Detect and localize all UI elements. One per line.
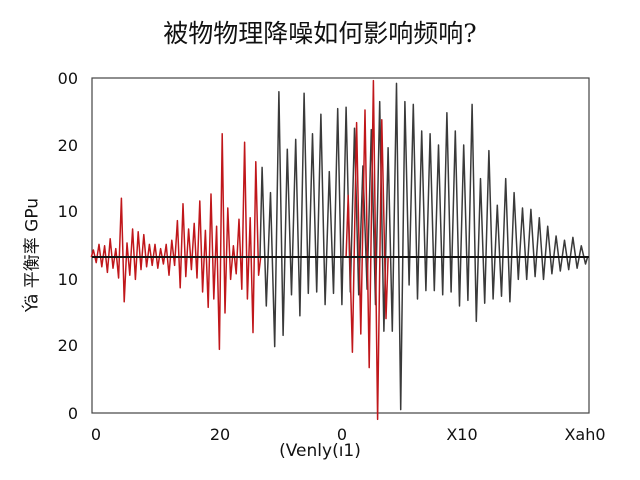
series-line-3: [345, 79, 389, 421]
y-tick-label: 20: [58, 136, 78, 155]
chart-title: 被物物理降噪如何影响频响?: [163, 19, 477, 48]
y-tick-label: 10: [58, 202, 78, 221]
x-tick-layer: 0 20 0 X10 Xah0: [91, 425, 606, 444]
x-tick-label: 0: [337, 425, 347, 444]
x-axis-label: (Venly(ı1): [279, 441, 361, 461]
x-tick-label: 20: [210, 425, 230, 444]
y-tick-label: 0: [68, 404, 78, 423]
x-tick-label: Xah0: [564, 425, 605, 444]
series-layer: [90, 79, 589, 421]
y-tick-label: 20: [58, 336, 78, 355]
y-tick-label: 10: [58, 270, 78, 289]
y-tick-label: 00: [58, 69, 78, 88]
y-tick-layer: 00 20 10 10 20 0: [58, 69, 78, 423]
x-tick-label: X10: [446, 425, 477, 444]
series-line-2: [259, 82, 589, 411]
series-line-1: [90, 133, 262, 351]
x-tick-label: 0: [91, 425, 101, 444]
